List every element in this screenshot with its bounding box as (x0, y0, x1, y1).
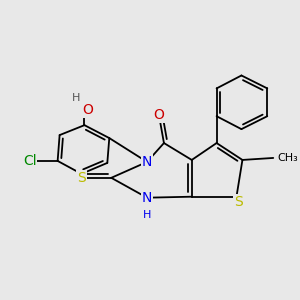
Text: O: O (154, 108, 164, 122)
Text: N: N (142, 155, 152, 169)
Text: S: S (77, 171, 86, 185)
Text: O: O (82, 103, 93, 117)
Text: CH₃: CH₃ (278, 153, 298, 163)
Text: N: N (142, 191, 152, 205)
Text: H: H (72, 93, 81, 103)
Text: H: H (143, 210, 151, 220)
Text: S: S (234, 195, 243, 209)
Text: Cl: Cl (23, 154, 37, 168)
